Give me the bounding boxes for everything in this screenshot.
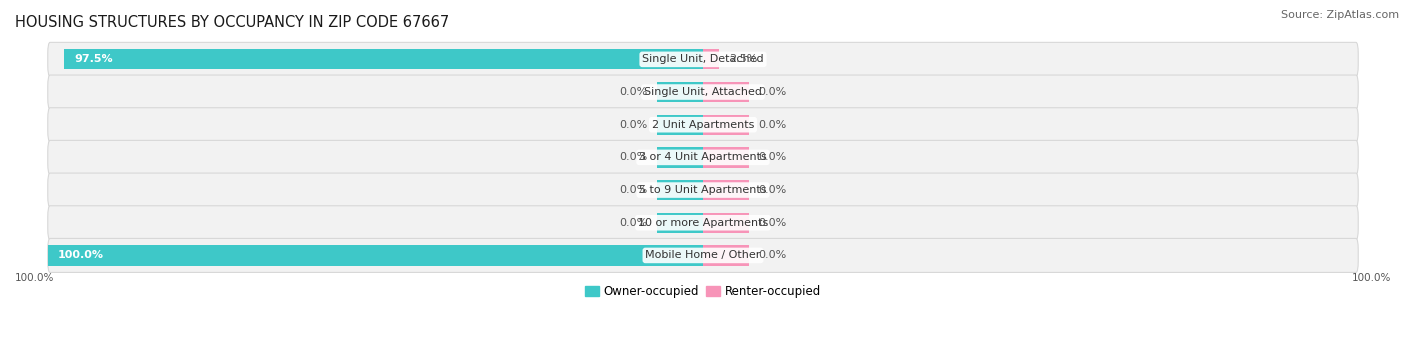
Text: 2.5%: 2.5%	[730, 54, 758, 64]
FancyBboxPatch shape	[48, 206, 1358, 240]
Bar	[703, 147, 749, 167]
Text: 0.0%: 0.0%	[759, 152, 787, 162]
Bar	[703, 180, 749, 200]
Text: 0.0%: 0.0%	[619, 87, 647, 97]
Text: 0.0%: 0.0%	[619, 185, 647, 195]
Text: 0.0%: 0.0%	[619, 218, 647, 228]
Text: 0.0%: 0.0%	[759, 250, 787, 261]
Text: HOUSING STRUCTURES BY OCCUPANCY IN ZIP CODE 67667: HOUSING STRUCTURES BY OCCUPANCY IN ZIP C…	[15, 15, 450, 30]
Bar	[703, 82, 749, 102]
Bar	[48, 245, 703, 266]
Text: 2 Unit Apartments: 2 Unit Apartments	[652, 120, 754, 130]
Text: 100.0%: 100.0%	[1351, 273, 1391, 283]
FancyBboxPatch shape	[48, 75, 1358, 109]
Bar	[703, 213, 749, 233]
Text: 0.0%: 0.0%	[759, 218, 787, 228]
FancyBboxPatch shape	[48, 108, 1358, 142]
Text: Single Unit, Attached: Single Unit, Attached	[644, 87, 762, 97]
Bar	[657, 180, 703, 200]
Legend: Owner-occupied, Renter-occupied: Owner-occupied, Renter-occupied	[579, 281, 827, 303]
Text: Mobile Home / Other: Mobile Home / Other	[645, 250, 761, 261]
Bar	[703, 49, 720, 70]
Text: 0.0%: 0.0%	[619, 152, 647, 162]
Bar	[703, 115, 749, 135]
FancyBboxPatch shape	[48, 42, 1358, 76]
Bar	[65, 49, 703, 70]
Bar	[657, 147, 703, 167]
Bar	[703, 245, 749, 266]
FancyBboxPatch shape	[48, 140, 1358, 174]
Text: 97.5%: 97.5%	[75, 54, 112, 64]
Text: Source: ZipAtlas.com: Source: ZipAtlas.com	[1281, 10, 1399, 20]
Text: 0.0%: 0.0%	[759, 185, 787, 195]
Text: 100.0%: 100.0%	[15, 273, 55, 283]
Text: 0.0%: 0.0%	[759, 120, 787, 130]
Text: 5 to 9 Unit Apartments: 5 to 9 Unit Apartments	[640, 185, 766, 195]
Text: 10 or more Apartments: 10 or more Apartments	[638, 218, 768, 228]
Bar	[657, 82, 703, 102]
Text: 100.0%: 100.0%	[58, 250, 104, 261]
Bar	[657, 115, 703, 135]
FancyBboxPatch shape	[48, 238, 1358, 272]
FancyBboxPatch shape	[48, 173, 1358, 207]
Text: 0.0%: 0.0%	[759, 87, 787, 97]
Text: 3 or 4 Unit Apartments: 3 or 4 Unit Apartments	[640, 152, 766, 162]
Bar	[657, 213, 703, 233]
Text: 0.0%: 0.0%	[619, 120, 647, 130]
Text: Single Unit, Detached: Single Unit, Detached	[643, 54, 763, 64]
